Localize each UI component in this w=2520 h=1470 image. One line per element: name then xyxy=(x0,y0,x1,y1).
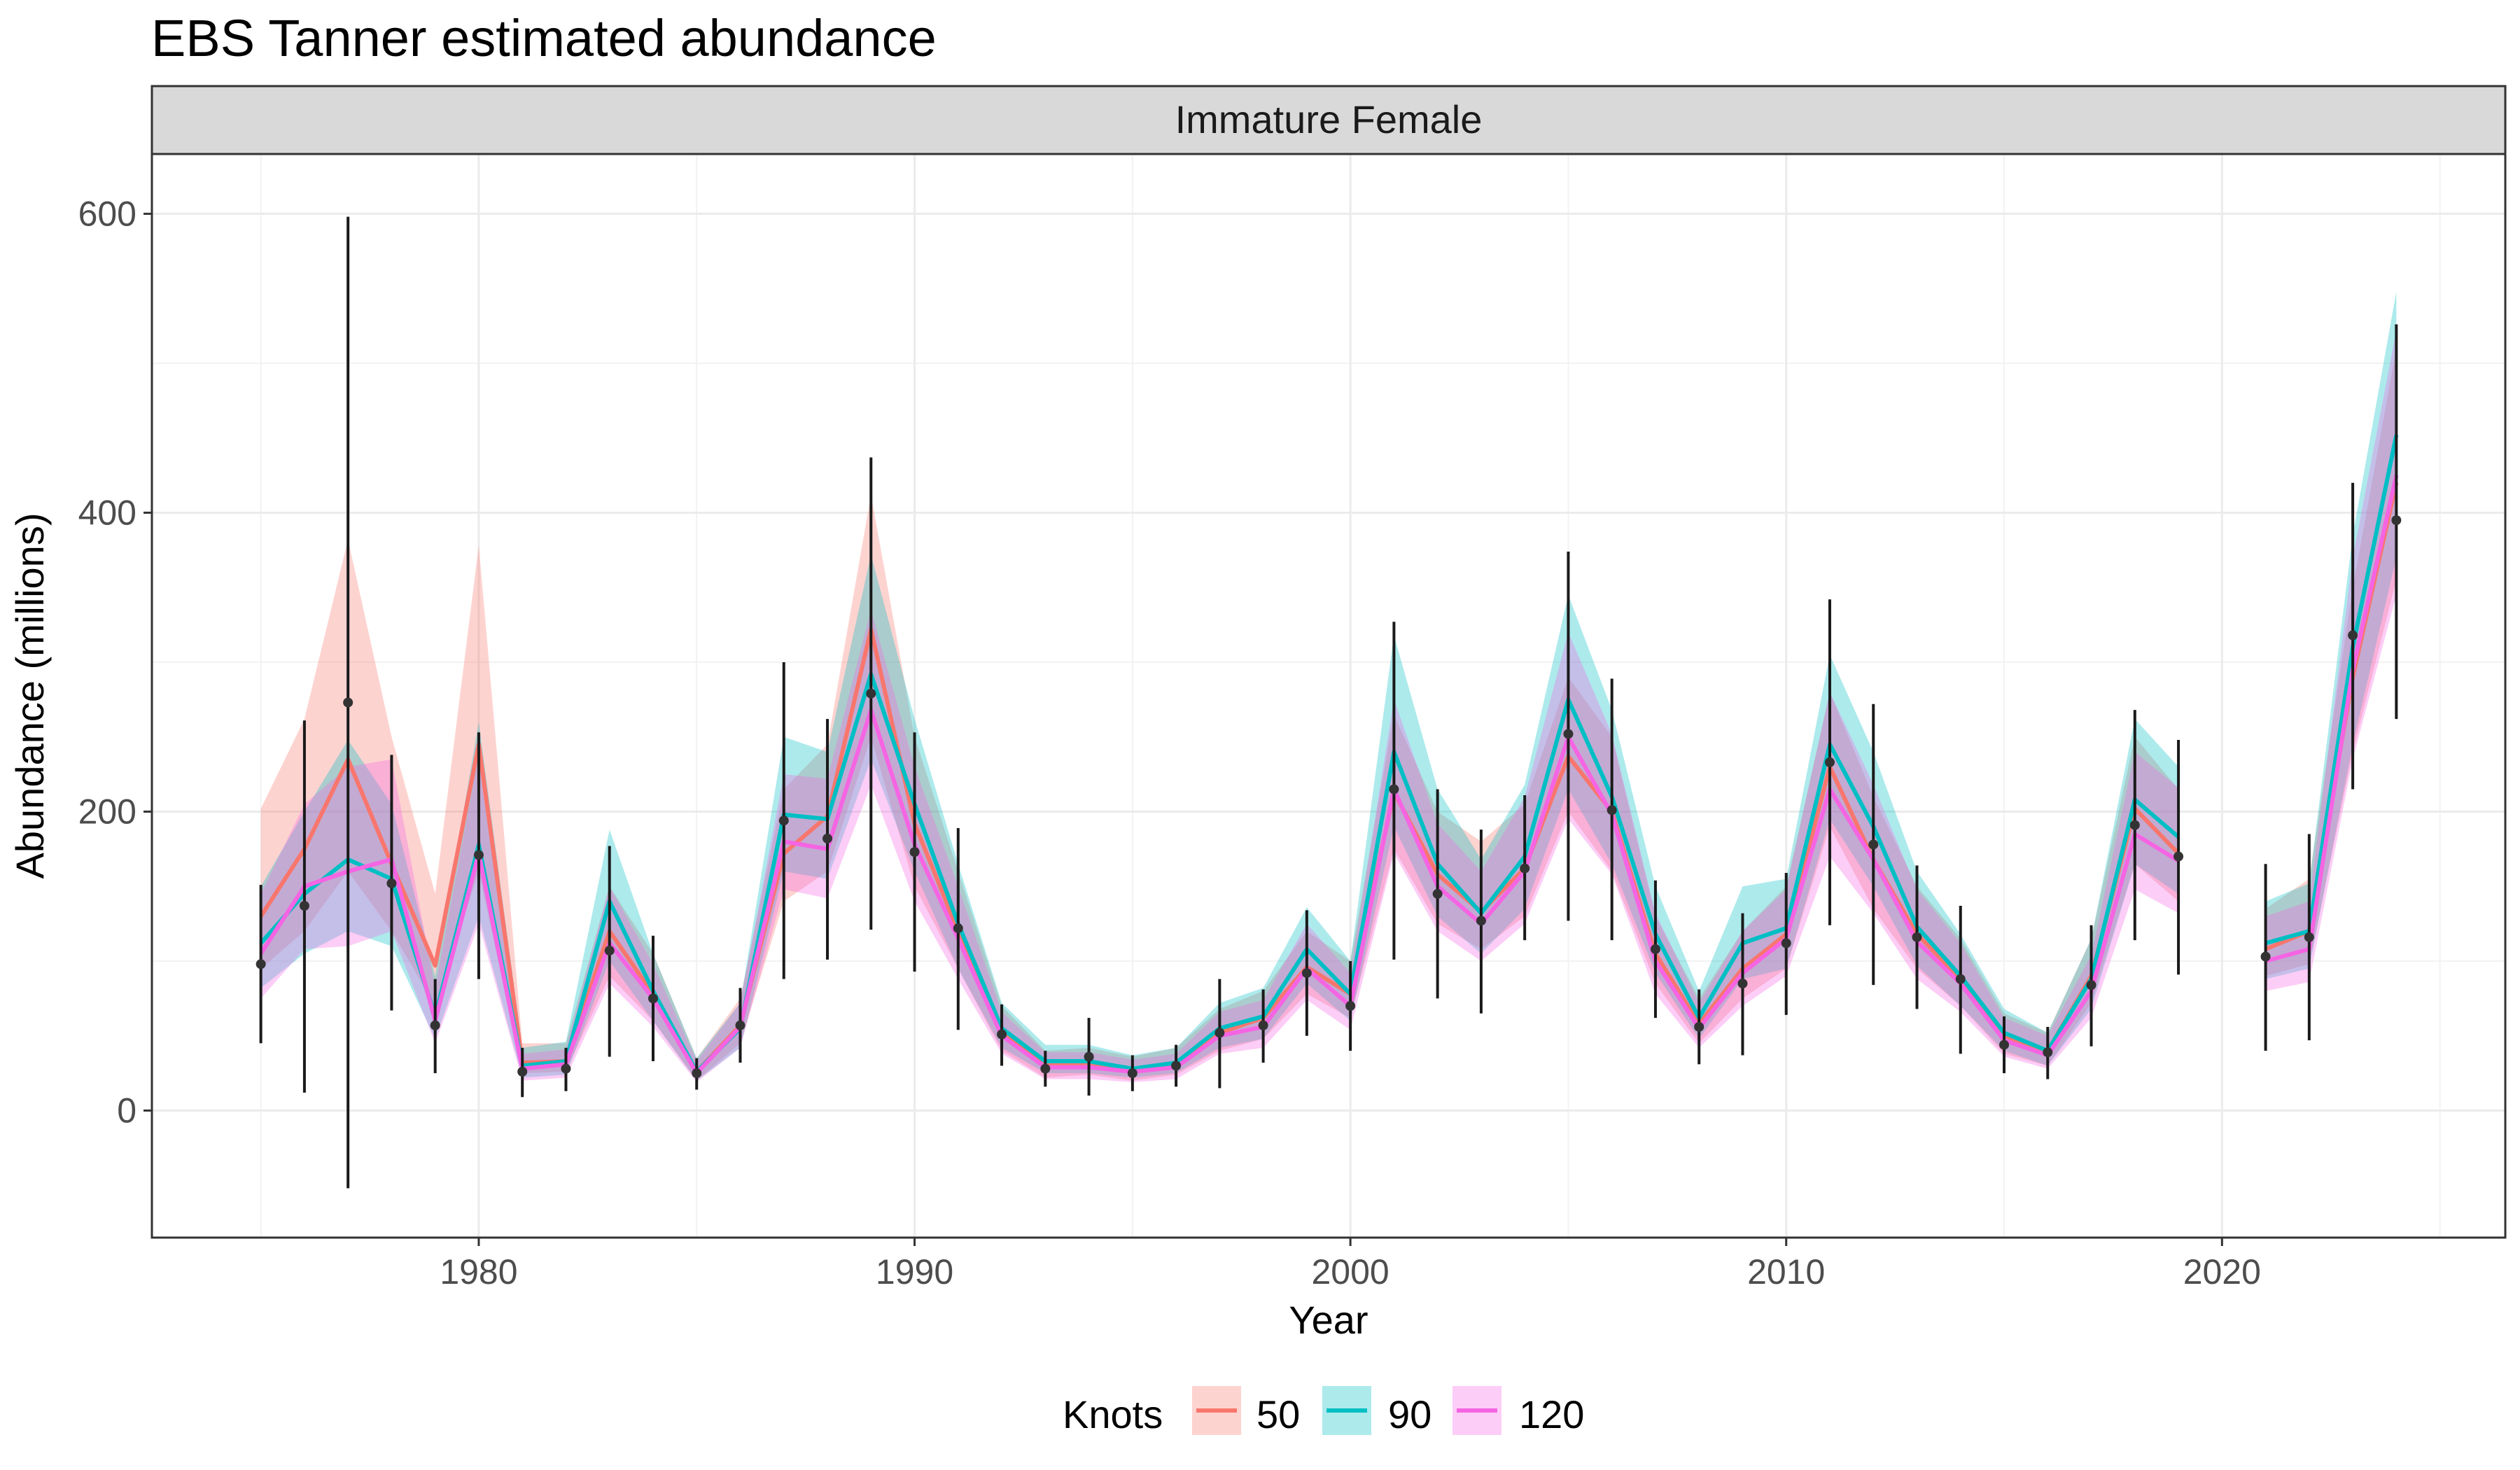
observed-point xyxy=(1781,938,1791,948)
y-tick-label: 400 xyxy=(78,493,136,532)
facet-label: Immature Female xyxy=(1175,97,1483,141)
observed-point xyxy=(517,1066,528,1077)
ribbon-knots-50 xyxy=(2265,348,2397,976)
observed-point xyxy=(2304,932,2314,942)
observed-point xyxy=(1127,1068,1138,1079)
observed-point xyxy=(1563,729,1574,739)
observed-point xyxy=(2260,951,2271,962)
observed-point xyxy=(648,993,658,1004)
observed-point xyxy=(997,1029,1007,1040)
observed-point xyxy=(604,946,615,956)
ribbon-knots-50 xyxy=(260,494,2179,1081)
ribbons xyxy=(260,291,2397,1082)
observed-point xyxy=(1345,1001,1356,1011)
line-knots-90 xyxy=(2264,434,2399,946)
observed-point xyxy=(343,697,354,708)
y-axis: 0 200 400 600 xyxy=(78,194,152,1130)
observed-point xyxy=(386,878,397,888)
ribbon-knots-120 xyxy=(260,610,2179,1082)
observed-point xyxy=(1824,757,1835,768)
x-axis: 1980 1990 2000 2010 2020 xyxy=(440,1238,2261,1292)
observed-point xyxy=(2086,980,2096,990)
x-tick-label: 2020 xyxy=(2183,1252,2261,1292)
line-knots-120 xyxy=(2264,475,2399,963)
facet-strip xyxy=(150,85,2507,155)
y-tick-label: 0 xyxy=(117,1091,136,1130)
observed-point xyxy=(735,1020,746,1030)
observed-points xyxy=(255,216,2402,1189)
panel-border xyxy=(150,153,2507,1239)
grid-minor xyxy=(152,154,2505,1238)
observed-point xyxy=(1389,784,1399,794)
observed-point xyxy=(1084,1051,1094,1062)
observed-point xyxy=(866,688,876,699)
observed-point xyxy=(2043,1047,2053,1058)
observed-point xyxy=(953,923,963,934)
observed-point xyxy=(1650,944,1660,954)
observed-point xyxy=(909,847,920,858)
observed-point xyxy=(1520,863,1530,874)
observed-point xyxy=(1040,1063,1051,1074)
grid-major xyxy=(152,154,2505,1238)
observed-point xyxy=(1476,916,1486,926)
observed-point xyxy=(473,850,484,860)
x-tick-label: 1980 xyxy=(440,1252,517,1292)
observed-point xyxy=(692,1068,702,1079)
observed-point xyxy=(1214,1028,1225,1038)
observed-point xyxy=(1301,968,1312,979)
observed-point xyxy=(1737,979,1748,989)
observed-point xyxy=(561,1063,571,1074)
ribbon-knots-90 xyxy=(260,554,2179,1081)
observed-point xyxy=(1912,932,1922,942)
plot-panel xyxy=(152,154,2505,1238)
ribbon-knots-120 xyxy=(2265,330,2397,991)
observed-point xyxy=(1999,1040,2010,1050)
observed-point xyxy=(2129,820,2140,830)
observed-point xyxy=(822,833,833,844)
observed-point xyxy=(430,1020,440,1030)
observed-point xyxy=(1955,974,1966,984)
legend: Knots 50 90 120 xyxy=(1063,1386,1584,1436)
observed-point xyxy=(1868,839,1879,850)
observed-point xyxy=(299,900,309,911)
observed-point xyxy=(2391,515,2402,526)
y-axis-title: Abundance (millions) xyxy=(8,513,52,879)
observed-point xyxy=(255,959,266,969)
y-tick-label: 200 xyxy=(78,792,136,831)
observed-point xyxy=(778,816,789,826)
x-tick-label: 2010 xyxy=(1747,1252,1825,1292)
ribbon-knots-90 xyxy=(2265,291,2397,979)
observed-point xyxy=(1606,805,1617,816)
legend-label-90: 90 xyxy=(1388,1392,1432,1436)
x-axis-title: Year xyxy=(1289,1298,1368,1342)
x-tick-label: 1990 xyxy=(876,1252,953,1292)
y-tick-label: 600 xyxy=(78,194,136,233)
legend-label-50: 50 xyxy=(1256,1392,1300,1436)
observed-point xyxy=(1258,1020,1268,1030)
observed-point xyxy=(1432,888,1443,899)
legend-label-120: 120 xyxy=(1519,1392,1584,1436)
x-tick-label: 2000 xyxy=(1312,1252,1390,1292)
observed-point xyxy=(1171,1060,1182,1071)
observed-point xyxy=(2348,630,2358,640)
chart-title: EBS Tanner estimated abundance xyxy=(151,9,937,67)
observed-point xyxy=(2174,851,2184,862)
legend-title: Knots xyxy=(1063,1392,1163,1436)
observed-point xyxy=(1694,1021,1704,1032)
